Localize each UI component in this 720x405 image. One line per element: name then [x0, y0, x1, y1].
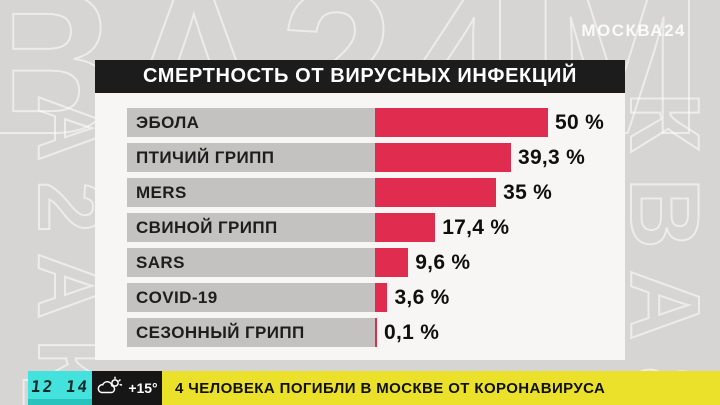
row-bar — [375, 143, 511, 172]
clock: 12 14 — [28, 371, 92, 405]
chart-row: СЕЗОННЫЙ ГРИПП 0,1 % — [127, 318, 625, 347]
row-value: 39,3 % — [517, 145, 586, 169]
row-label: COVID-19 — [136, 287, 218, 307]
chart-row: СВИНОЙ ГРИПП 17,4 % — [127, 213, 625, 242]
row-value: 3,6 % — [394, 285, 450, 309]
row-bar — [375, 283, 388, 312]
row-label-bar: ЭБОЛА — [127, 108, 375, 137]
chart-row: ПТИЧИЙ ГРИПП 39,3 % — [127, 143, 625, 172]
chart-row: COVID-19 3,6 % — [127, 283, 625, 312]
chart-title-bar: СМЕРТНОСТЬ ОТ ВИРУСНЫХ ИНФЕКЦИЙ — [95, 60, 625, 93]
row-bar — [375, 248, 409, 277]
row-label: MERS — [136, 182, 187, 202]
clock-time: 12 14 — [29, 376, 91, 396]
news-headline: 4 ЧЕЛОВЕКА ПОГИБЛИ В МОСКВЕ ОТ КОРОНАВИР… — [175, 379, 606, 397]
row-label-bar: MERS — [127, 178, 375, 207]
bar-chart: ЭБОЛА 50 % ПТИЧИЙ ГРИПП 39,3 % MERS 35 % СВИНО… — [95, 93, 625, 360]
ticker-left-spacer — [0, 371, 28, 405]
weather: +15° — [92, 371, 162, 405]
channel-logo: МОСКВА24 — [581, 21, 686, 40]
row-label-bar: SARS — [127, 248, 375, 277]
chart-row: MERS 35 % — [127, 178, 625, 207]
row-bar — [375, 108, 548, 137]
chart-row: SARS 9,6 % — [127, 248, 625, 277]
watermark-letters-right: КВА8 — [609, 91, 720, 405]
weather-temp: +15° — [128, 380, 158, 396]
row-label-bar: COVID-19 — [127, 283, 375, 312]
mortality-chart-card: СМЕРТНОСТЬ ОТ ВИРУСНЫХ ИНФЕКЦИЙ ЭБОЛА 50 … — [95, 60, 625, 360]
news-ticker: 4 ЧЕЛОВЕКА ПОГИБЛИ В МОСКВЕ ОТ КОРОНАВИР… — [162, 371, 720, 405]
row-value: 35 % — [503, 180, 553, 204]
ticker-bar: 12 14 +15° 4 ЧЕЛОВЕКА ПОГИБЛИ В МОСКВЕ О… — [0, 371, 720, 405]
sun-behind-cloud-icon — [96, 375, 124, 401]
row-label: SARS — [136, 252, 185, 272]
row-bar — [375, 178, 497, 207]
row-bar — [375, 318, 377, 347]
row-value: 0,1 % — [384, 320, 440, 344]
clock-bottom-strip — [28, 399, 92, 405]
row-bar — [375, 213, 436, 242]
row-label-bar: СВИНОЙ ГРИПП — [127, 213, 375, 242]
row-label-bar: ПТИЧИЙ ГРИПП — [127, 143, 375, 172]
row-value: 9,6 % — [415, 250, 471, 274]
row-label: СЕЗОННЫЙ ГРИПП — [136, 322, 305, 342]
row-value: 50 % — [555, 110, 605, 134]
row-label: СВИНОЙ ГРИПП — [136, 217, 278, 237]
chart-title: СМЕРТНОСТЬ ОТ ВИРУСНЫХ ИНФЕКЦИЙ — [143, 65, 577, 87]
row-value: 17,4 % — [442, 215, 510, 239]
row-label-bar: СЕЗОННЫЙ ГРИПП — [127, 318, 375, 347]
chart-row: ЭБОЛА 50 % — [127, 108, 625, 137]
row-label: ЭБОЛА — [136, 112, 200, 132]
row-label: ПТИЧИЙ ГРИПП — [136, 147, 275, 167]
